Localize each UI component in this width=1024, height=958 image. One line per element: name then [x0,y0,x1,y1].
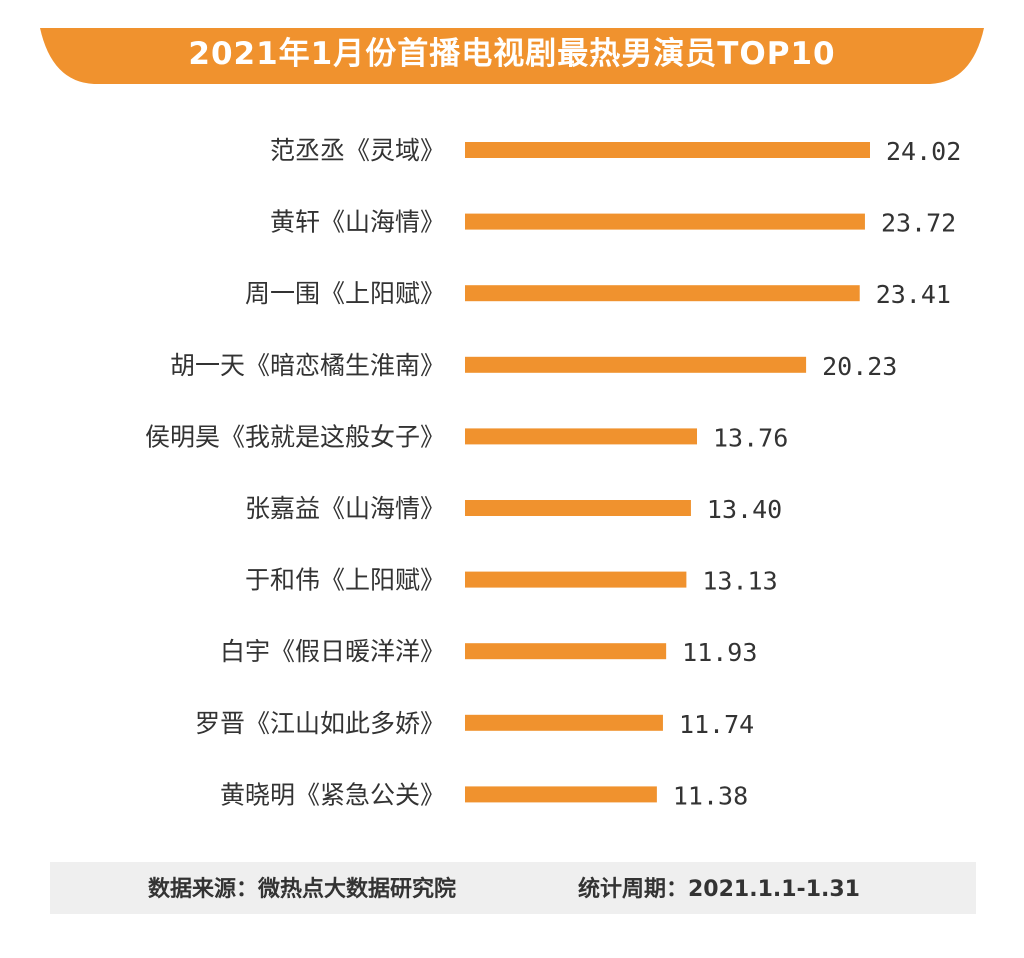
bar [465,786,657,803]
category-label: 白宇《假日暖洋洋》 [220,637,445,666]
value-label: 11.74 [679,710,754,739]
value-label: 23.72 [881,209,956,238]
category-label: 黄晓明《紧急公关》 [220,780,445,809]
bar [465,213,865,230]
bar [465,285,860,302]
value-label: 13.40 [707,495,782,524]
bar-chart: 范丞丞《灵域》 24.02 黄轩《山海情》 23.72 周一围《上阳赋》 23.41 胡一天… [145,136,961,810]
page-title: 2021年1月份首播电视剧最热男演员TOP10 [188,36,836,72]
title-banner-shape [40,28,984,84]
bar [465,571,687,588]
bar [465,500,691,516]
value-label: 11.38 [673,781,748,810]
value-label: 13.13 [702,567,777,596]
category-label: 张嘉益《山海情》 [245,494,445,523]
stat-period: 统计周期：2021.1.1-1.31 [578,877,860,902]
bar [465,714,663,731]
category-label: 侯明昊《我就是这般女子》 [145,422,445,451]
value-label: 24.02 [886,137,961,166]
bar [465,643,667,660]
bar [465,356,807,373]
data-source: 数据来源：微热点大数据研究院 [148,877,457,902]
value-label: 13.76 [713,423,788,452]
value-label: 11.93 [682,638,757,667]
value-label: 23.41 [876,280,951,309]
bar [465,142,870,158]
value-label: 20.23 [822,352,897,381]
bar [465,428,698,445]
category-label: 周一围《上阳赋》 [245,279,445,308]
category-label: 范丞丞《灵域》 [270,136,445,165]
footer: 数据来源：微热点大数据研究院 统计周期：2021.1.1-1.31 [50,862,976,914]
title-banner [40,28,984,84]
category-label: 黄轩《山海情》 [270,208,445,237]
category-label: 胡一天《暗恋橘生淮南》 [170,351,445,380]
category-label: 于和伟《上阳赋》 [245,566,445,595]
category-label: 罗晋《江山如此多娇》 [195,709,445,738]
